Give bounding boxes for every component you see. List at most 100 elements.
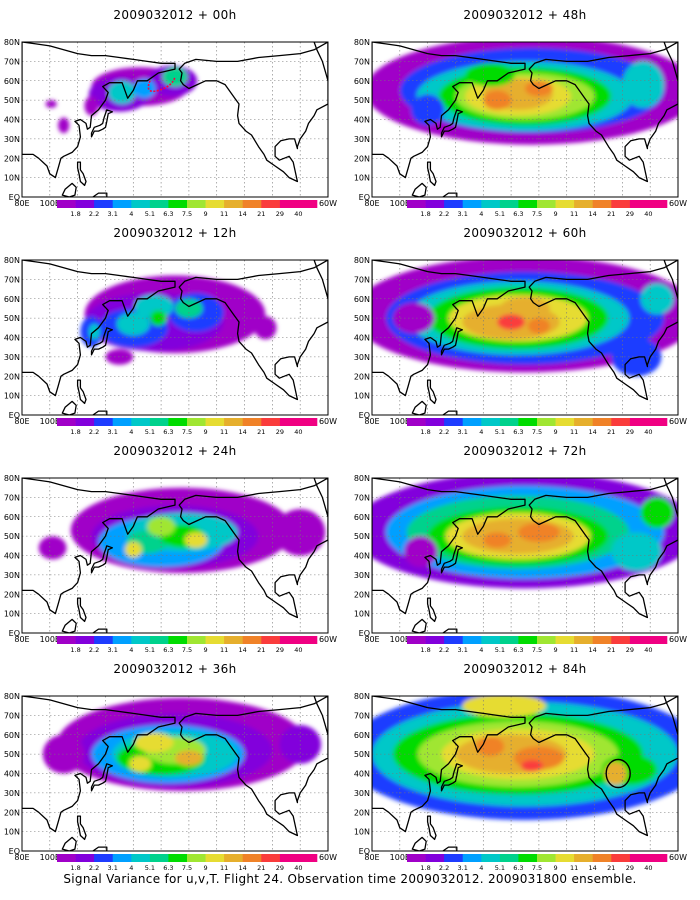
variance-contour	[611, 532, 662, 571]
colorbar-swatch	[629, 418, 649, 426]
colorbar-label: 9	[554, 428, 558, 436]
map-frame	[371, 41, 679, 198]
colorbar-swatch	[131, 418, 151, 426]
lat-tick-label: 20N	[4, 154, 20, 163]
coastline	[90, 763, 114, 792]
colorbar-label: 4	[129, 428, 133, 436]
lat-tick-label: 30N	[4, 353, 20, 362]
lat-tick-label: 50N	[4, 750, 20, 759]
colorbar-swatch	[242, 200, 262, 208]
colorbar-swatch	[648, 418, 668, 426]
lat-tick-label: 10N	[354, 392, 370, 401]
variance-contour	[58, 117, 70, 134]
colorbar-label: 21	[607, 864, 615, 872]
forecast-panel: 2009032012 + 72h 80N 70N 60N 50N 40N 30N 20N 10N…	[350, 436, 700, 661]
coastline	[22, 42, 176, 179]
lat-tick-label: 70N	[354, 493, 370, 502]
colorbar-swatch	[648, 200, 668, 208]
lat-tick-label: EQ	[359, 847, 370, 856]
colorbar-label: 6.3	[513, 210, 523, 218]
variance-contour	[162, 67, 188, 87]
lon-tick-label: 60W	[319, 199, 337, 208]
lat-tick-label: 60N	[4, 295, 20, 304]
colorbar-label: 7.5	[532, 646, 542, 654]
colorbar-swatch	[279, 854, 299, 862]
colorbar-swatch	[242, 418, 262, 426]
variance-contour	[175, 750, 203, 766]
colorbar-label: 3.1	[458, 428, 468, 436]
lat-tick-label: 40N	[4, 334, 20, 343]
colorbar-label: 5.1	[145, 864, 155, 872]
colorbar-label: 3.1	[458, 864, 468, 872]
coastline	[92, 192, 108, 197]
colorbar-swatch	[75, 854, 95, 862]
colorbar-swatch	[57, 636, 76, 644]
variance-map: 80N70N60N50N40N30N20N10NEQ80E100E120E140…	[354, 38, 687, 218]
colorbar-swatch	[611, 636, 631, 644]
variance-contour	[134, 294, 174, 319]
colorbar-label: 11	[570, 864, 578, 872]
lat-tick-label: 20N	[354, 590, 370, 599]
coastline	[313, 42, 328, 82]
coastline	[22, 260, 176, 397]
lon-tick-label: 100E	[40, 635, 60, 644]
lat-tick-label: 10N	[354, 610, 370, 619]
coastline	[372, 696, 526, 833]
lat-tick-label: 70N	[4, 711, 20, 720]
colorbar-label: 4	[479, 428, 483, 436]
colorbar-label: 7.5	[182, 864, 192, 872]
lat-tick-label: 30N	[354, 353, 370, 362]
colorbar-label: 14	[589, 864, 597, 872]
colorbar-swatch	[224, 636, 243, 644]
lon-tick-label: 80E	[364, 853, 379, 862]
colorbar-label: 5.1	[495, 428, 505, 436]
colorbar-swatch	[261, 636, 281, 644]
colorbar-label: 6.3	[163, 210, 173, 218]
colorbar-swatch	[629, 636, 649, 644]
colorbar-label: 7.5	[532, 428, 542, 436]
coastline	[528, 696, 678, 837]
coastline	[440, 327, 464, 356]
colorbar-label: 29	[276, 864, 284, 872]
lat-tick-label: 50N	[4, 532, 20, 541]
colorbar-label: 3.1	[108, 428, 118, 436]
colorbar-label: 3.1	[108, 646, 118, 654]
colorbar-swatch	[75, 200, 95, 208]
lat-tick-label: EQ	[9, 193, 20, 202]
colorbar-swatch	[629, 854, 649, 862]
colorbar-label: 14	[239, 428, 247, 436]
colorbar-swatch	[537, 636, 556, 644]
colorbar-swatch	[112, 200, 132, 208]
colorbar-swatch	[555, 636, 575, 644]
coastline	[22, 478, 176, 615]
coastline	[663, 696, 678, 736]
coastline	[426, 161, 437, 187]
colorbar-swatch	[425, 200, 445, 208]
colorbar-label: 7.5	[532, 864, 542, 872]
lat-tick-label: 60N	[4, 77, 20, 86]
colorbar-swatch	[112, 636, 132, 644]
colorbar-label: 9	[204, 864, 208, 872]
variance-contour	[476, 736, 505, 757]
colorbar-label: 6.3	[163, 646, 173, 654]
colorbar-swatch	[94, 418, 113, 426]
coastline	[411, 400, 427, 415]
colorbar-swatch	[205, 636, 225, 644]
coastline	[442, 628, 458, 633]
colorbar-label: 5.1	[495, 210, 505, 218]
lon-tick-label: 60W	[669, 199, 687, 208]
lon-tick-label: 100E	[40, 199, 60, 208]
colorbar-label: 5.1	[495, 864, 505, 872]
lon-tick-label: 80E	[364, 635, 379, 644]
colorbar-label: 40	[294, 646, 302, 654]
colorbar-label: 2.2	[439, 210, 449, 218]
forecast-panel: 2009032012 + 12h 80N 70N 60N 50N 40N 30N 20N 10N…	[0, 218, 350, 443]
colorbar-label: 3.1	[458, 210, 468, 218]
colorbar-swatch	[555, 200, 575, 208]
lat-tick-label: 80N	[354, 692, 370, 701]
colorbar-label: 40	[294, 210, 302, 218]
colorbar-swatch	[518, 636, 538, 644]
colorbar-swatch	[187, 854, 206, 862]
lat-tick-label: 30N	[4, 135, 20, 144]
lat-tick-label: 60N	[354, 731, 370, 740]
